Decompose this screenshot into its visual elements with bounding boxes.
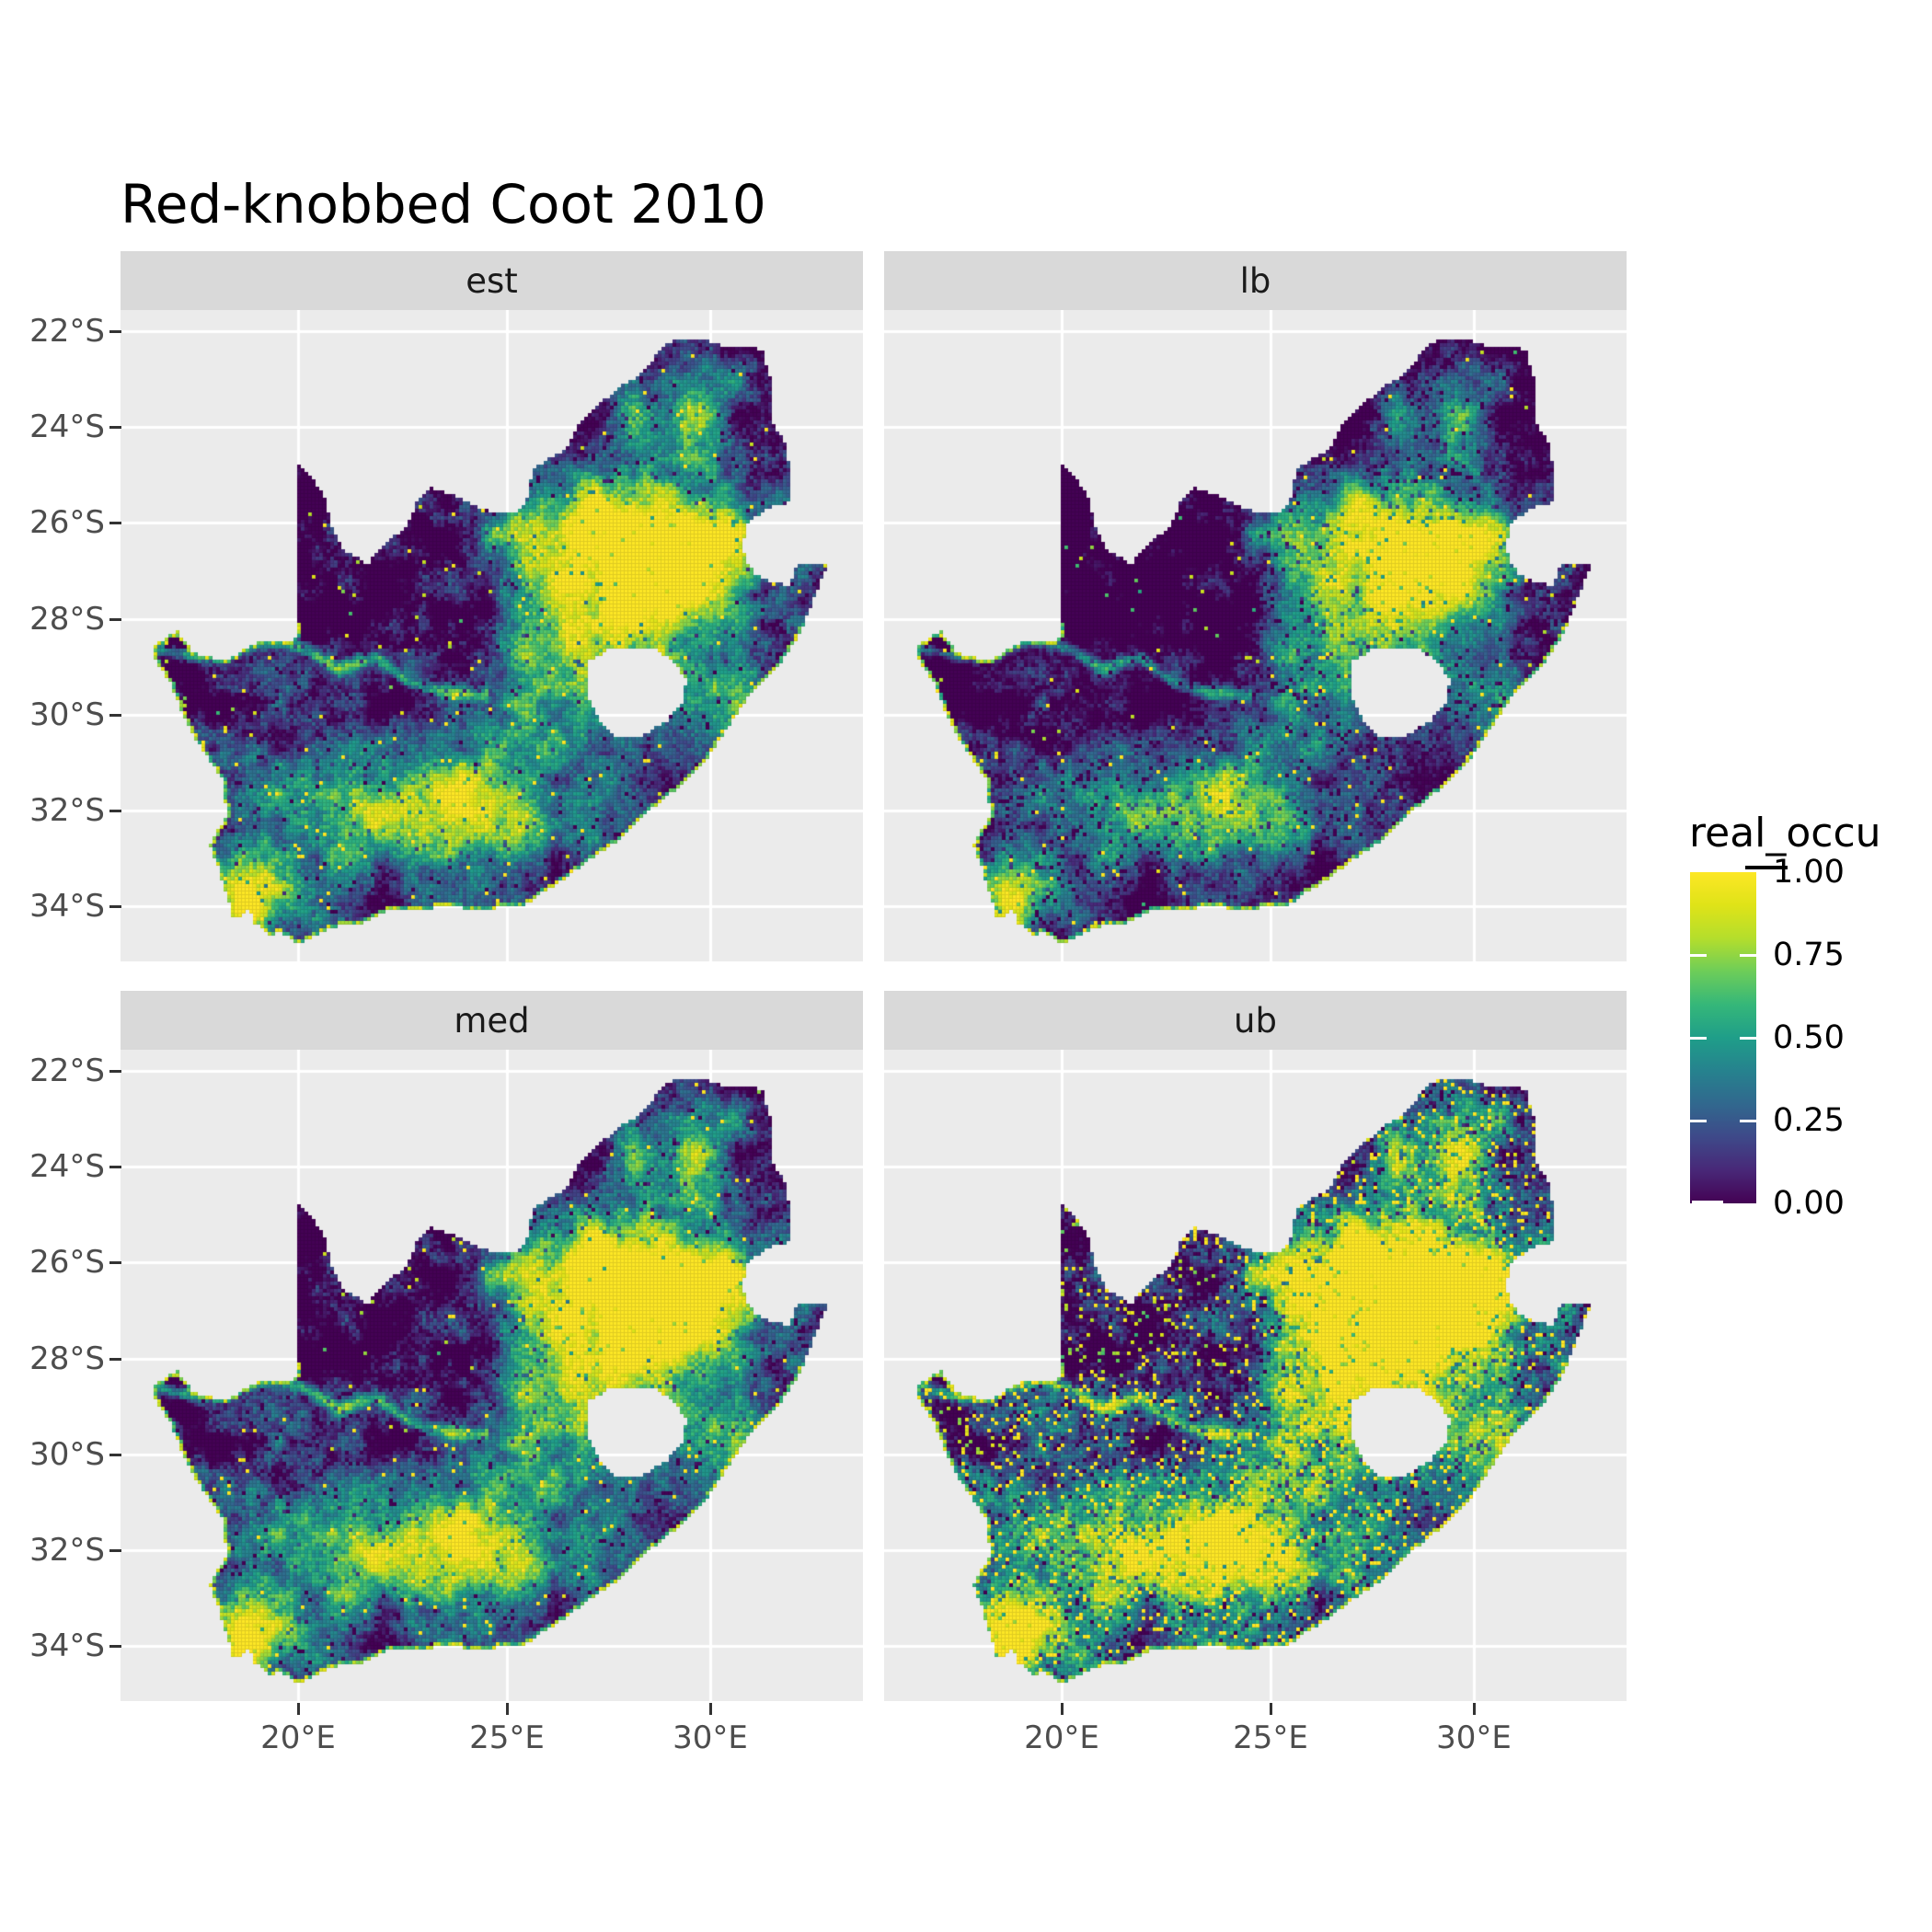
x-axis-tick-label: 30°E (1436, 1719, 1512, 1756)
y-axis-tick-label: 28°S (29, 1340, 105, 1377)
map-panel-lb (884, 310, 1627, 961)
y-axis-tick-mark (109, 1645, 121, 1648)
x-axis-tick-label: 20°E (260, 1719, 336, 1756)
y-axis-tick-label: 26°S (29, 504, 105, 541)
legend-tick-0.50 (1740, 1037, 1756, 1040)
y-axis-tick-mark (109, 426, 121, 429)
y-axis-tick-label: 22°S (29, 1052, 105, 1089)
legend-tick-1.00 (1745, 866, 1788, 869)
x-axis-tick-mark (1061, 1703, 1064, 1715)
y-axis-tick-label: 32°S (29, 1532, 105, 1569)
y-axis-tick-label: 24°S (29, 1148, 105, 1185)
legend-title: real_occu (1689, 810, 1881, 857)
y-axis-tick-label: 26°S (29, 1244, 105, 1281)
legend-tick-0.50 (1690, 1037, 1707, 1040)
facet-strip-label: ub (1234, 1000, 1277, 1041)
legend-tick-0.75 (1740, 954, 1756, 957)
y-axis-tick-mark (109, 810, 121, 812)
x-axis-tick-label: 25°E (1233, 1719, 1308, 1756)
map-panel-ub (884, 1050, 1627, 1701)
y-axis-tick-label: 32°S (29, 792, 105, 829)
y-axis-tick-mark (109, 1166, 121, 1168)
x-axis-tick-mark (1270, 1703, 1272, 1715)
plot-title: Red-knobbed Coot 2010 (121, 173, 766, 236)
legend-label: 0.75 (1773, 937, 1845, 973)
y-axis-tick-label: 34°S (29, 888, 105, 925)
x-axis-tick-label: 30°E (673, 1719, 748, 1756)
y-axis-tick-mark (109, 1549, 121, 1552)
y-axis-tick-label: 30°S (29, 1436, 105, 1473)
y-axis-tick-label: 30°S (29, 696, 105, 733)
y-axis-tick-mark (109, 905, 121, 908)
y-axis-tick-mark (109, 522, 121, 524)
y-axis-tick-mark (109, 1070, 121, 1073)
x-axis-tick-label: 25°E (469, 1719, 545, 1756)
facet-strip-med: med (121, 991, 863, 1050)
legend-label: 0.25 (1773, 1102, 1845, 1139)
legend-tick-0.25 (1740, 1120, 1756, 1122)
legend-label: 1.00 (1773, 854, 1845, 891)
legend-label: 0.50 (1773, 1019, 1845, 1056)
x-axis-tick-mark (506, 1703, 509, 1715)
x-axis-tick-mark (1473, 1703, 1476, 1715)
facet-strip-label: lb (1239, 260, 1271, 301)
legend-tick-0.00 (1692, 1201, 1723, 1203)
y-axis-tick-mark (109, 1358, 121, 1361)
facet-strip-ub: ub (884, 991, 1627, 1050)
legend-tick-0.25 (1690, 1120, 1707, 1122)
facet-strip-label: est (466, 260, 518, 301)
y-axis-tick-label: 22°S (29, 313, 105, 350)
map-panel-est (121, 310, 863, 961)
legend-tick-0.75 (1690, 954, 1707, 957)
legend-label: 0.00 (1773, 1185, 1845, 1222)
facet-strip-label: med (454, 1000, 530, 1041)
x-axis-tick-mark (709, 1703, 712, 1715)
x-axis-tick-mark (297, 1703, 300, 1715)
x-axis-tick-label: 20°E (1024, 1719, 1099, 1756)
y-axis-tick-mark (109, 330, 121, 333)
y-axis-tick-mark (109, 714, 121, 717)
y-axis-tick-mark (109, 1454, 121, 1456)
y-axis-tick-label: 28°S (29, 601, 105, 638)
facet-strip-lb: lb (884, 251, 1627, 310)
y-axis-tick-mark (109, 1261, 121, 1264)
y-axis-tick-mark (109, 618, 121, 621)
y-axis-tick-label: 34°S (29, 1627, 105, 1664)
map-panel-med (121, 1050, 863, 1701)
y-axis-tick-label: 24°S (29, 408, 105, 445)
facet-strip-est: est (121, 251, 863, 310)
